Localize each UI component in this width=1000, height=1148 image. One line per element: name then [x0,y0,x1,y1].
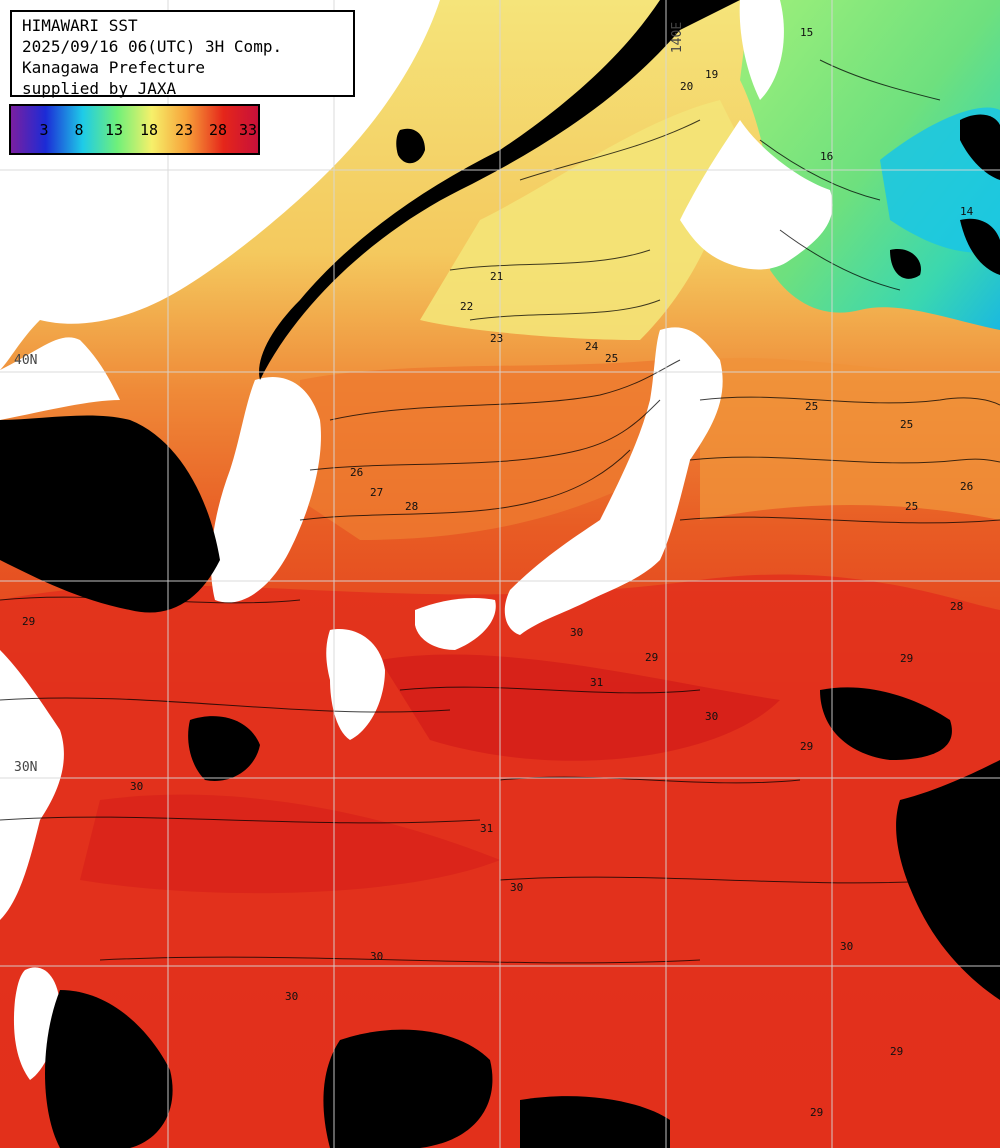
contour-label: 29 [810,1106,823,1119]
contour-label: 22 [460,300,473,313]
contour-label: 30 [705,710,718,723]
contour-label: 30 [510,881,523,894]
contour-label: 25 [605,352,618,365]
scale-label: 8 [74,121,84,139]
cloud-hokkaido-east [960,114,1000,180]
scale-label: 18 [139,121,159,139]
sea-of-japan-warm [300,360,660,540]
title-box: HIMAWARI SST 2025/09/16 06(UTC) 3H Comp.… [10,10,355,98]
lat-label-30n: 30N [14,760,38,775]
scale-label: 3 [39,121,49,139]
contour-label: 15 [800,26,813,39]
cloud-south-east [520,1096,670,1148]
pacific-orange [700,357,1000,520]
contour-label: 29 [645,651,658,664]
color-scale-bar [11,106,258,153]
contour-label: 21 [490,270,503,283]
contour-label: 19 [705,68,718,81]
cloud-east-china-sea [188,716,260,781]
contour-label: 20 [680,80,693,93]
hot-core-region-2 [80,794,500,894]
contour-label: 23 [490,332,503,345]
contour-label: 30 [370,950,383,963]
lat-label-40n: 40N [14,353,38,368]
scale-label: 23 [174,121,194,139]
cloud-south-west [45,990,173,1148]
contour-label: 27 [370,486,383,499]
contour-label: 28 [950,600,963,613]
cloud-north-east [890,249,921,279]
cloud-pacific-east [820,687,952,760]
contour-label: 26 [960,480,973,493]
color-scale: 3 8 13 18 23 28 33 [9,104,260,155]
title-line-1: HIMAWARI SST [22,16,138,35]
land-korea [210,376,321,603]
land-hokkaido [680,120,833,270]
cloud-korea-west [0,415,220,613]
scale-label: 13 [104,121,124,139]
contour-label: 30 [130,780,143,793]
contour-label: 26 [350,466,363,479]
contour-label: 25 [805,400,818,413]
contour-label: 29 [22,615,35,628]
cloud-far-east [960,218,1000,275]
contour-label: 16 [820,150,833,163]
cloud-north-island [396,128,425,164]
land-honshu [504,327,723,635]
cloud-south-center [323,1029,493,1148]
contour-label: 14 [960,205,974,218]
hot-core-region [380,654,780,761]
title-line-3: Kanagawa Prefecture [22,58,206,77]
contour-label: 30 [840,940,853,953]
contour-label: 24 [585,340,599,353]
contour-label: 31 [590,676,603,689]
contour-value-labels: 19 20 21 22 23 24 25 26 27 28 29 30 31 1… [22,26,974,1119]
contour-label: 29 [890,1045,903,1058]
land-sakhalin-kamchatka [739,0,784,100]
contour-label: 30 [570,626,583,639]
title-line-4: supplied by JAXA [22,79,177,98]
land-shikoku [415,598,496,650]
contour-lines [0,59,1000,964]
contour-label: 25 [900,418,913,431]
contour-label: 30 [285,990,298,1003]
lon-label-140e: 140E [670,21,686,54]
contour-label: 28 [405,500,418,513]
scale-label: 28 [208,121,228,139]
land-china-coast [0,650,64,920]
contour-label: 29 [900,652,913,665]
contour-label: 25 [905,500,918,513]
contour-label: 29 [800,740,813,753]
title-line-2: 2025/09/16 06(UTC) 3H Comp. [22,37,283,56]
scale-label: 33 [238,121,258,139]
land-nw-korea [0,337,120,420]
contour-label: 31 [480,822,493,835]
